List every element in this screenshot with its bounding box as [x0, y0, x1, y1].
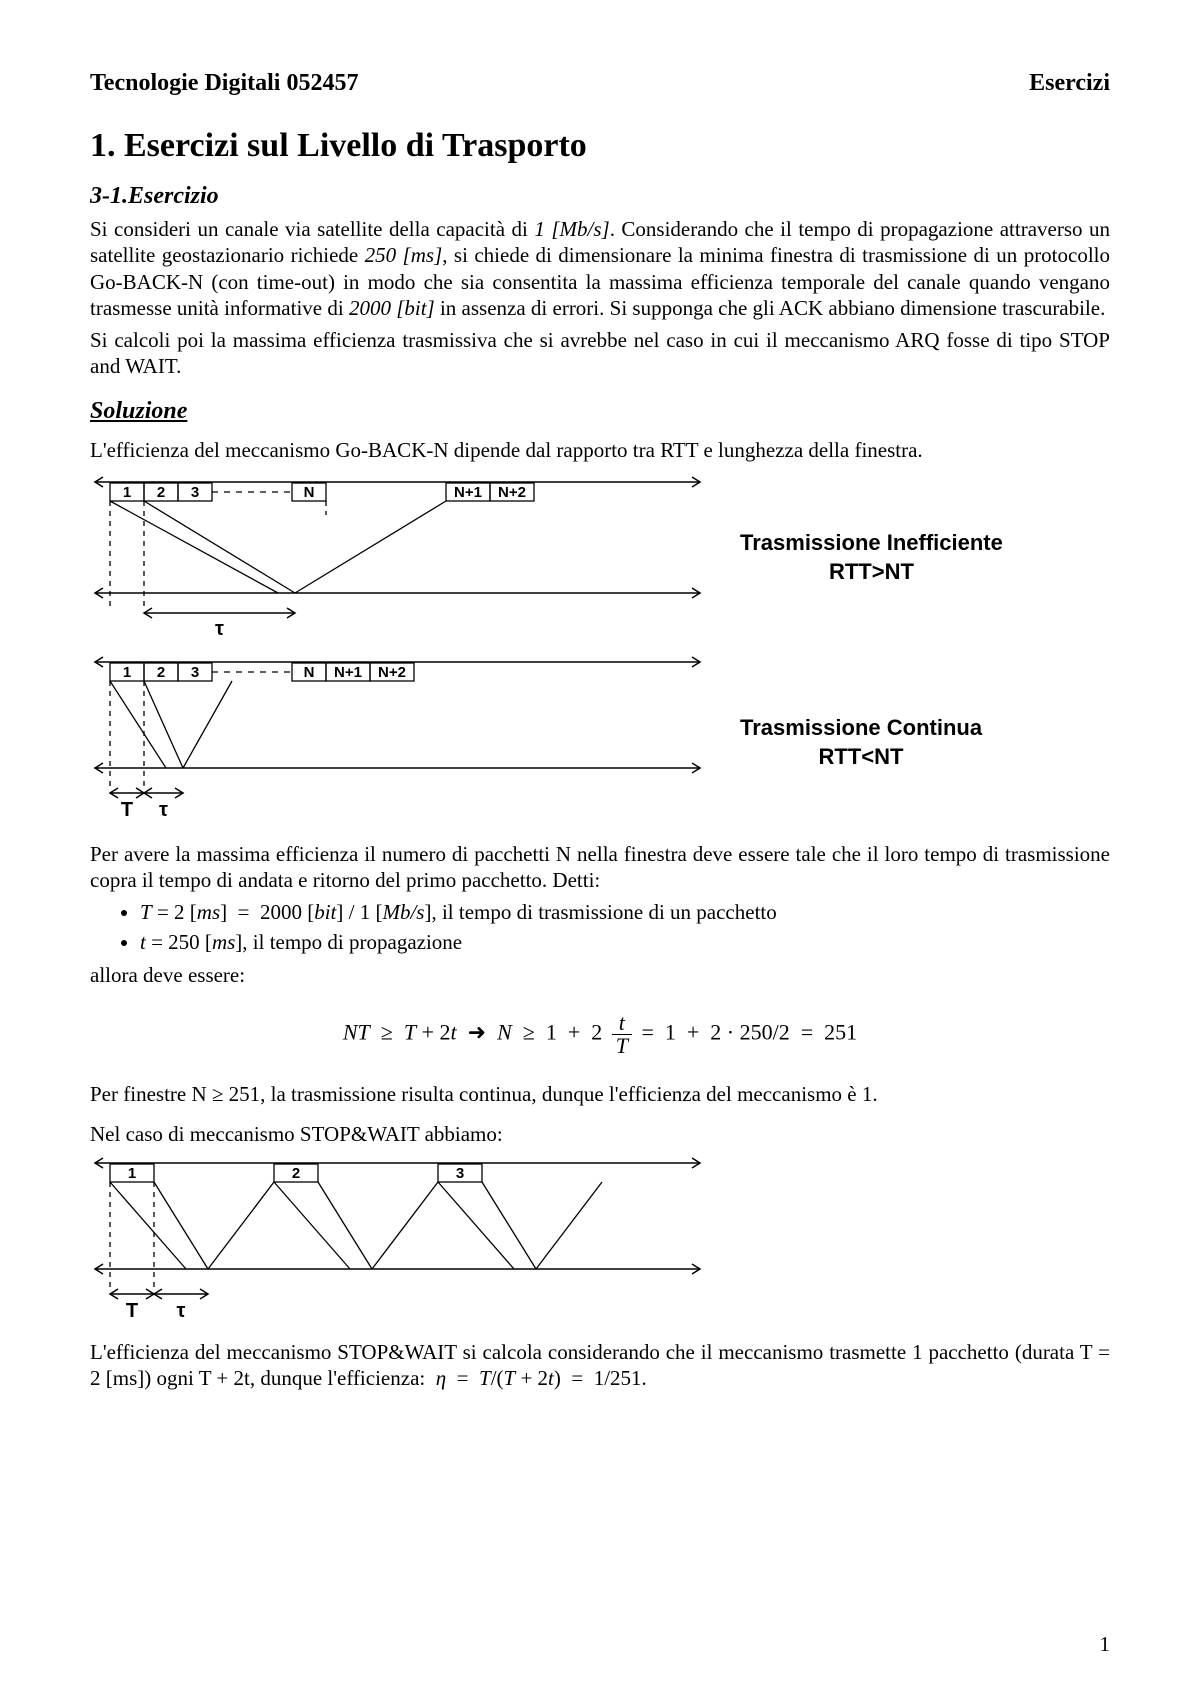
svg-text:τ: τ: [159, 799, 168, 821]
page: Tecnologie Digitali 052457 Esercizi 1. E…: [0, 0, 1200, 1697]
svg-text:τ: τ: [177, 1300, 186, 1322]
svg-text:2: 2: [157, 664, 165, 681]
svg-text:T: T: [126, 1300, 138, 1322]
svg-text:3: 3: [191, 484, 199, 501]
diagram-stopwait: 1 2 3 Tτ: [90, 1154, 710, 1334]
bullet-list: T = 2 [ms] = 2000 [bit] / 1 [Mb/s], il t…: [140, 899, 1110, 956]
svg-text:2: 2: [157, 484, 165, 501]
svg-text:N: N: [304, 484, 315, 501]
bullet-2: t = 250 [ms], il tempo di propagazione: [140, 929, 1110, 956]
svg-text:1: 1: [123, 664, 131, 681]
equation-1: NT ≥ T + 2t ➜ N ≥ 1 + 2 tT = 1 + 2 · 250…: [90, 1012, 1110, 1057]
exercise-body-2: Si calcoli poi la massima efficienza tra…: [90, 327, 1110, 380]
svg-text:T: T: [121, 799, 133, 821]
header-left: Tecnologie Digitali 052457: [90, 70, 358, 97]
solution-p5: Nel caso di meccanismo STOP&WAIT abbiamo…: [90, 1121, 1110, 1147]
svg-text:τ: τ: [215, 618, 224, 640]
bullet-1: T = 2 [ms] = 2000 [bit] / 1 [Mb/s], il t…: [140, 899, 1110, 926]
svg-text:2: 2: [292, 1165, 300, 1182]
solution-p6: L'efficienza del meccanismo STOP&WAIT si…: [90, 1339, 1110, 1392]
header-right: Esercizi: [1029, 70, 1110, 97]
page-header: Tecnologie Digitali 052457 Esercizi: [90, 70, 1110, 97]
svg-text:N+2: N+2: [498, 484, 526, 501]
svg-text:N+1: N+1: [334, 664, 362, 681]
svg-text:N: N: [304, 664, 315, 681]
svg-text:1: 1: [123, 484, 131, 501]
exercise-body-1: Si consideri un canale via satellite del…: [90, 216, 1110, 321]
diagram-2-row: 1 2 3 N N+1 N+2 Tτ Trasmissione Continua RTT<N…: [90, 653, 1110, 833]
solution-heading: Soluzione: [90, 398, 1110, 425]
solution-p2: Per avere la massima efficienza il numer…: [90, 841, 1110, 894]
svg-text:N+1: N+1: [454, 484, 482, 501]
diagram-continuous: 1 2 3 N N+1 N+2 Tτ: [90, 653, 710, 833]
diagram-2-label: Trasmissione Continua RTT<NT: [740, 714, 982, 771]
svg-text:1: 1: [128, 1165, 136, 1182]
solution-p4: Per finestre N ≥ 251, la trasmissione ri…: [90, 1081, 1110, 1107]
main-title: 1. Esercizi sul Livello di Trasporto: [90, 127, 1110, 165]
diagram-inefficient: 1 2 3 N N+1 N+2 τ: [90, 473, 710, 643]
exercise-heading: 3-1.Esercizio: [90, 183, 1110, 210]
diagram-1-label: Trasmissione Inefficiente RTT>NT: [740, 529, 1003, 586]
solution-p3: allora deve essere:: [90, 962, 1110, 988]
svg-text:3: 3: [456, 1165, 464, 1182]
svg-text:N+2: N+2: [378, 664, 406, 681]
page-number: 1: [1100, 1632, 1111, 1657]
solution-p1: L'efficienza del meccanismo Go-BACK-N di…: [90, 437, 1110, 463]
svg-text:3: 3: [191, 664, 199, 681]
diagram-1-row: 1 2 3 N N+1 N+2 τ Trasmissione Inefficiente RT…: [90, 473, 1110, 643]
